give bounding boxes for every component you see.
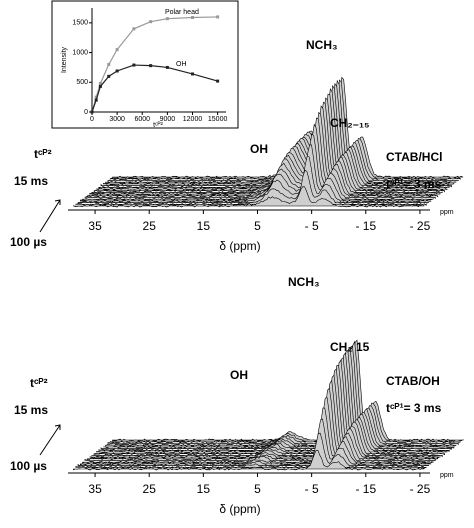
point xyxy=(90,110,94,114)
spectrum-trace xyxy=(109,340,461,444)
point xyxy=(115,69,119,73)
depth-start: 100 µs xyxy=(10,235,47,249)
spectrum-trace xyxy=(73,449,425,471)
x-tick-label: 5 xyxy=(254,482,261,496)
series-label: Polar head xyxy=(165,9,199,16)
x-tick-label: 3000 xyxy=(109,116,125,123)
peak-label: OH xyxy=(230,368,248,382)
peak-label: OH xyxy=(250,142,268,156)
depth-label: tᶜᴾ² xyxy=(34,147,52,161)
x-tick-label: 12000 xyxy=(183,116,203,123)
point xyxy=(165,17,169,21)
waterfall xyxy=(73,76,464,208)
depth-label: tᶜᴾ² xyxy=(30,376,48,390)
spectrum-trace xyxy=(82,133,434,201)
depth-start: 100 µs xyxy=(10,459,47,473)
waterfall xyxy=(73,339,464,471)
x-tick-label: 5 xyxy=(254,219,261,233)
condition-label: tᶜᴾ¹= 3 ms xyxy=(386,401,442,415)
spectrum-trace xyxy=(105,347,457,447)
point xyxy=(115,48,119,52)
spectrum-trace xyxy=(80,144,432,203)
x-tick-label: - 25 xyxy=(410,482,431,496)
peak-label: CH₂₋₁₅ xyxy=(330,116,369,130)
x-tick-label: 15 xyxy=(197,482,211,496)
spectrum-trace xyxy=(77,418,429,468)
peak-label: NCH₃ xyxy=(288,275,320,289)
unit-label: ppm xyxy=(440,209,454,216)
x-tick-label: 25 xyxy=(143,482,157,496)
depth-end: 15 ms xyxy=(14,403,48,417)
x-tick-label: 6000 xyxy=(134,116,150,123)
y-tick-label: 1500 xyxy=(72,20,88,27)
point xyxy=(94,95,98,99)
x-tick-label: 25 xyxy=(143,219,157,233)
x-axis-label: δ (ppm) xyxy=(219,239,260,253)
point xyxy=(132,63,136,67)
x-tick-label: - 5 xyxy=(305,482,319,496)
series-label: OH xyxy=(176,61,187,68)
spectrum-trace xyxy=(103,349,455,449)
x-tick-label: - 25 xyxy=(410,219,431,233)
point xyxy=(107,62,111,66)
spectrum-trace xyxy=(107,345,459,446)
depth-end: 15 ms xyxy=(14,174,48,188)
series-line xyxy=(91,16,218,113)
x-tick-label: - 15 xyxy=(355,219,376,233)
x-tick-label: - 5 xyxy=(305,219,319,233)
sample-label: CTAB/HCl xyxy=(386,150,442,164)
point xyxy=(94,98,98,102)
peak-label: NCH₃ xyxy=(306,38,338,52)
point xyxy=(191,16,194,20)
series-line xyxy=(91,64,218,113)
spectrum-trace xyxy=(112,339,464,442)
point xyxy=(107,74,111,78)
point xyxy=(149,20,153,24)
spectrum-trace xyxy=(73,186,425,208)
unit-label: ppm xyxy=(440,472,454,479)
x-axis-label: tᶜᴾ² xyxy=(153,122,163,129)
point xyxy=(216,79,220,83)
x-tick-label: 35 xyxy=(88,482,102,496)
condition-label: tᶜᴾ¹= 3 ms xyxy=(386,177,442,191)
point xyxy=(98,84,102,88)
spectrum-trace xyxy=(98,93,450,189)
x-axis-label: δ (ppm) xyxy=(219,502,260,516)
y-tick-label: 1000 xyxy=(72,49,88,56)
x-tick-label: 0 xyxy=(90,116,94,123)
x-tick-label: 9000 xyxy=(160,116,176,123)
inset-frame xyxy=(51,0,239,129)
spectrum-trace xyxy=(75,169,427,206)
y-axis-label: Intensity xyxy=(61,46,68,73)
y-tick-label: 0 xyxy=(84,109,88,116)
point xyxy=(98,81,102,85)
x-tick-label: 35 xyxy=(88,219,102,233)
point xyxy=(216,15,220,19)
point xyxy=(191,72,194,76)
y-tick-label: 500 xyxy=(76,79,88,86)
depth-arrows xyxy=(39,199,61,456)
point xyxy=(132,27,136,31)
x-tick-label: 15000 xyxy=(208,116,228,123)
point xyxy=(149,64,153,68)
x-tick-label: - 15 xyxy=(355,482,376,496)
spectrum-trace xyxy=(75,432,427,469)
sample-label: CTAB/OH xyxy=(386,374,440,388)
x-tick-label: 15 xyxy=(197,219,211,233)
peak-label: CH₂ 15 xyxy=(330,340,370,354)
spectrum-trace xyxy=(100,87,452,188)
point xyxy=(165,65,169,69)
